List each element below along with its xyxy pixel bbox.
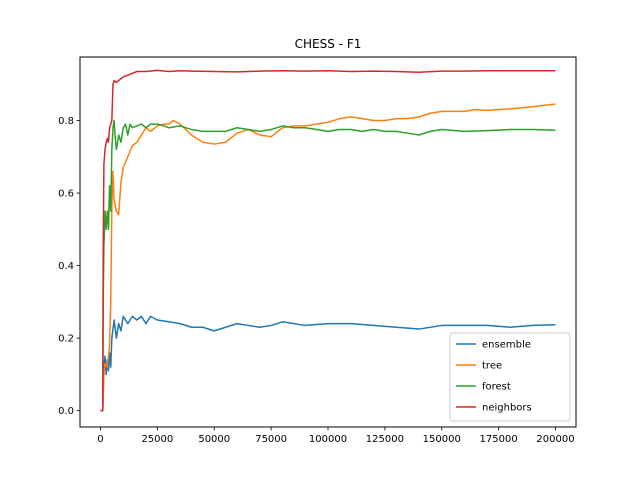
x-tick-label: 175000 [480,434,518,445]
x-tick-label: 200000 [536,434,574,445]
plot-lines [100,69,556,412]
legend-label-tree: tree [482,361,502,372]
x-tick-label: 75000 [255,434,287,445]
y-tick-label: 0.2 [58,334,74,345]
x-tick-label: 50000 [198,434,230,445]
x-tick-label: 0 [97,434,103,445]
x-tick-label: 100000 [309,434,347,445]
series-line-neighbors [100,69,556,412]
legend: ensemble tree forest neighbors [449,332,571,422]
y-tick-label: 0.4 [58,261,74,272]
y-axis: 0.0 0.2 0.4 0.6 0.8 [58,116,80,417]
x-tick-label: 25000 [141,434,173,445]
legend-label-forest: forest [482,382,511,393]
legend-label-neighbors: neighbors [482,403,532,414]
series-line-forest [100,119,556,412]
y-tick-label: 0.6 [58,189,74,200]
chart-title: CHESS - F1 [295,37,362,51]
legend-label-ensemble: ensemble [482,340,531,351]
series-line-ensemble [100,315,556,412]
series-line-tree [100,103,556,412]
x-tick-label: 150000 [423,434,461,445]
x-axis: 0 25000 50000 75000 100000 125000 150000 175000… [97,427,575,445]
y-tick-label: 0.8 [58,116,74,127]
y-tick-label: 0.0 [58,406,74,417]
x-tick-label: 125000 [366,434,404,445]
legend-box [449,332,571,422]
